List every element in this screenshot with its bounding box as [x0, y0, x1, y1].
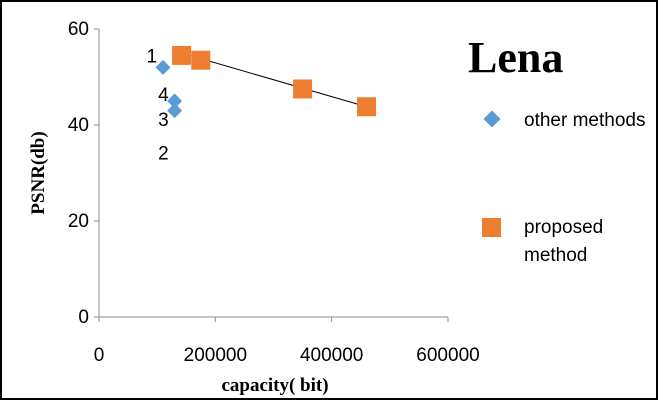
- x-tick-label: 600000: [416, 345, 479, 366]
- y-tick-label: 20: [68, 211, 89, 232]
- y-tick-label: 0: [78, 307, 89, 328]
- x-tick-label: 200000: [184, 345, 247, 366]
- proposed-method-point: [191, 50, 211, 70]
- y-tick-label: 60: [68, 19, 89, 40]
- x-tick-label: 0: [94, 345, 105, 366]
- point-annotation: 1: [147, 46, 158, 67]
- legend-label-other-methods: other methods: [524, 110, 646, 131]
- other-method-point: [167, 93, 183, 109]
- other-method-point: [155, 59, 171, 75]
- point-annotation: 2: [158, 143, 169, 164]
- proposed-method-point: [357, 97, 377, 117]
- y-tick-label: 40: [68, 115, 89, 136]
- point-annotation: 4: [158, 85, 169, 106]
- point-annotation: 3: [158, 110, 169, 131]
- proposed-method-point: [172, 45, 192, 65]
- other-method-point: [167, 103, 183, 119]
- x-axis-title: capacity( bit): [221, 375, 328, 396]
- x-tick-label: 400000: [300, 345, 363, 366]
- y-axis-title: PSNR(db): [28, 131, 49, 214]
- square-marker-icon: [482, 218, 501, 237]
- trendline: [181, 52, 367, 108]
- legend-title: Lena: [468, 33, 564, 82]
- proposed-method-point: [293, 79, 313, 99]
- legend-label-proposed-method: proposed method: [524, 217, 604, 266]
